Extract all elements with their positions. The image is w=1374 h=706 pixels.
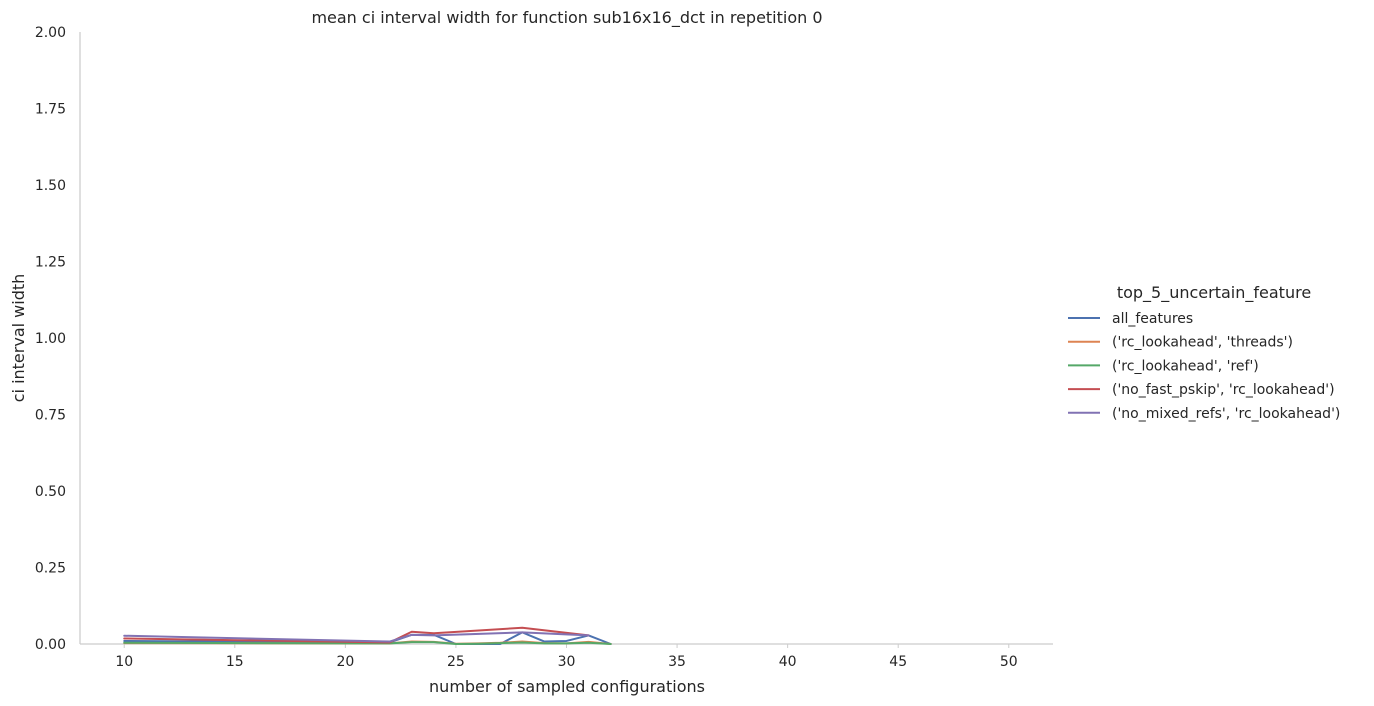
x-tick-label: 40 bbox=[779, 654, 797, 670]
legend-label-1: ('rc_lookahead', 'threads') bbox=[1112, 335, 1293, 351]
legend-entries: all_features ('rc_lookahead', 'threads') (… bbox=[1068, 311, 1340, 422]
y-tick-labels: 0.00 0.25 0.50 0.75 1.00 1.25 1.50 1.75 2.00 bbox=[35, 25, 66, 653]
legend-label-4: ('no_mixed_refs', 'rc_lookahead') bbox=[1112, 406, 1340, 422]
y-axis-label: ci interval width bbox=[9, 274, 28, 403]
series-line-2 bbox=[123, 641, 612, 645]
x-tick-labels: 10 15 20 25 30 35 40 45 50 bbox=[115, 644, 1018, 670]
legend-title: top_5_uncertain_feature bbox=[1117, 283, 1311, 303]
legend-label-0: all_features bbox=[1112, 311, 1193, 327]
x-tick-label: 25 bbox=[447, 654, 465, 670]
series-lines bbox=[123, 626, 612, 645]
plot-area: 10 15 20 25 30 35 40 45 50 0.00 0.25 0.50 0.75 1.00 1… bbox=[35, 25, 1053, 670]
chart-title: mean ci interval width for function sub1… bbox=[311, 8, 822, 28]
y-tick-label: 1.50 bbox=[35, 178, 66, 194]
x-tick-label: 15 bbox=[226, 654, 244, 670]
y-tick-label: 0.25 bbox=[35, 561, 66, 577]
legend-label-2: ('rc_lookahead', 'ref') bbox=[1112, 358, 1259, 374]
x-axis-label: number of sampled configurations bbox=[429, 677, 705, 696]
y-tick-label: 1.00 bbox=[35, 331, 66, 347]
x-tick-label: 35 bbox=[668, 654, 686, 670]
x-tick-label: 50 bbox=[1000, 654, 1018, 670]
legend: top_5_uncertain_feature all_features ('rc… bbox=[1068, 283, 1340, 422]
y-tick-label: 1.25 bbox=[35, 255, 66, 271]
y-tick-label: 0.00 bbox=[35, 637, 66, 653]
x-tick-label: 20 bbox=[336, 654, 354, 670]
x-tick-label: 45 bbox=[889, 654, 907, 670]
series-line-3 bbox=[123, 626, 590, 644]
y-tick-label: 0.50 bbox=[35, 484, 66, 500]
x-tick-label: 30 bbox=[558, 654, 576, 670]
y-tick-label: 0.75 bbox=[35, 408, 66, 424]
y-tick-label: 1.75 bbox=[35, 102, 66, 118]
x-tick-label: 10 bbox=[115, 654, 133, 670]
y-tick-label: 2.00 bbox=[35, 25, 66, 41]
legend-label-3: ('no_fast_pskip', 'rc_lookahead') bbox=[1112, 382, 1335, 398]
series-line-4 bbox=[123, 631, 590, 643]
